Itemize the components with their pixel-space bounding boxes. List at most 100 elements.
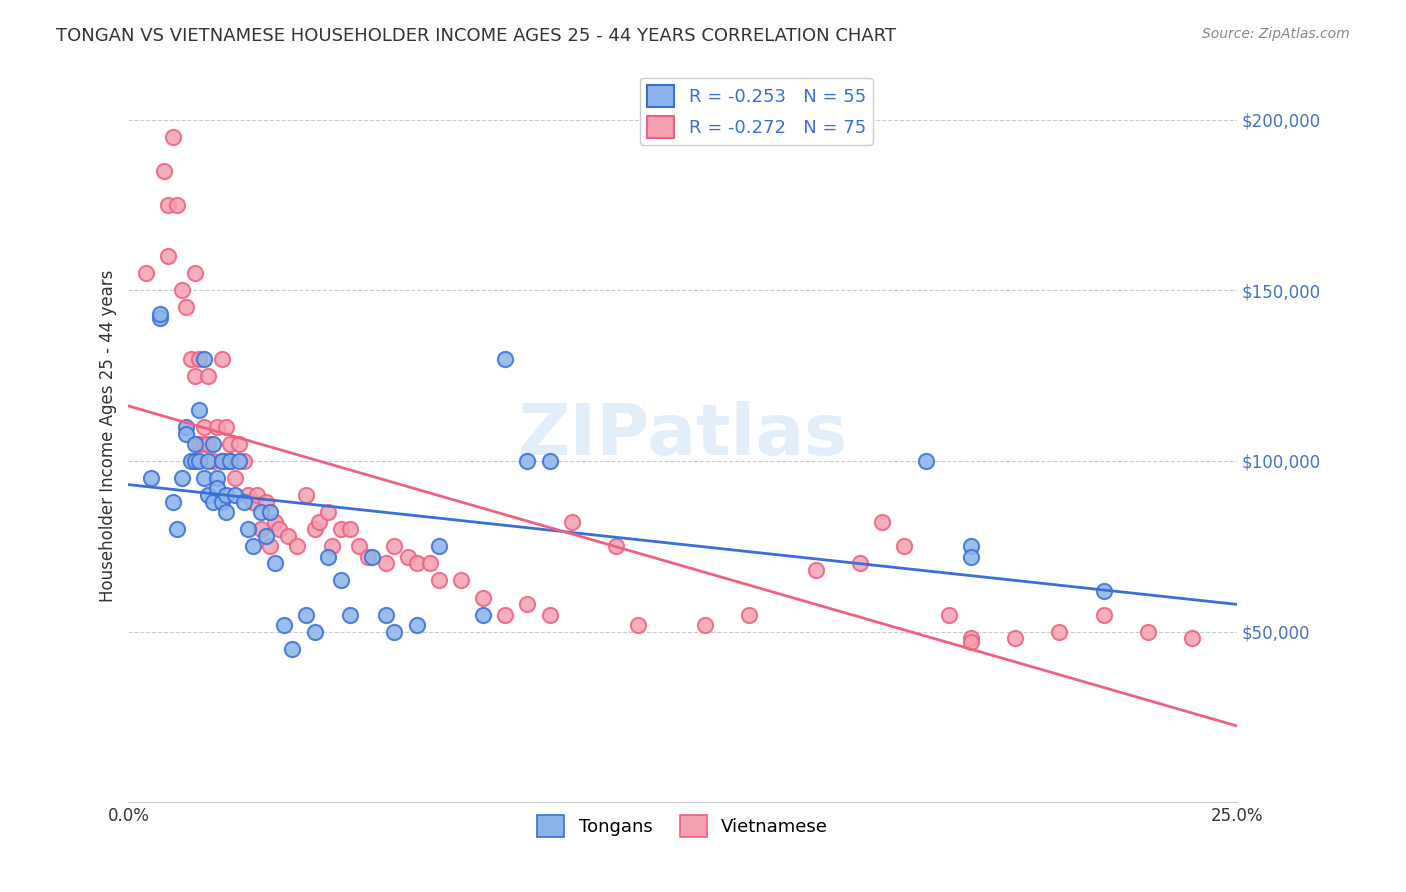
Point [893,539,915,553]
Point [215,454,238,468]
Point [188,437,211,451]
Point [384,539,406,553]
Point [959,635,981,649]
Point [384,624,406,639]
Point [211,454,233,468]
Point [339,522,361,536]
Point [419,557,441,571]
Point [849,557,872,571]
Point [188,351,211,366]
Point [238,488,260,502]
Point [254,529,277,543]
Point [450,574,472,588]
Point [224,471,246,485]
Point [1181,632,1204,646]
Point [166,198,188,212]
Point [180,454,202,468]
Point [538,607,561,622]
Point [1092,607,1115,622]
Point [269,522,291,536]
Text: TONGAN VS VIETNAMESE HOUSEHOLDER INCOME AGES 25 - 44 YEARS CORRELATION CHART: TONGAN VS VIETNAMESE HOUSEHOLDER INCOME … [56,27,897,45]
Point [347,539,370,553]
Point [162,495,184,509]
Point [959,539,981,553]
Point [174,301,197,315]
Point [870,516,893,530]
Point [166,522,188,536]
Point [193,351,215,366]
Point [339,607,361,622]
Point [938,607,960,622]
Point [188,454,211,468]
Point [259,539,281,553]
Point [427,574,450,588]
Point [259,505,281,519]
Point [357,549,380,564]
Point [184,437,207,451]
Point [361,549,384,564]
Point [232,495,254,509]
Point [561,516,583,530]
Point [135,266,157,280]
Point [224,488,246,502]
Point [197,368,219,383]
Point [294,488,316,502]
Point [211,495,233,509]
Point [959,632,981,646]
Point [374,557,396,571]
Point [193,471,215,485]
Point [184,454,207,468]
Point [211,454,233,468]
Point [174,420,197,434]
Point [263,516,285,530]
Point [188,402,211,417]
Point [494,607,516,622]
Point [472,607,495,622]
Point [228,437,250,451]
Y-axis label: Householder Income Ages 25 - 44 years: Householder Income Ages 25 - 44 years [100,269,117,601]
Point [374,607,396,622]
Point [304,624,326,639]
Point [139,471,162,485]
Point [321,539,343,553]
Point [153,164,176,178]
Point [285,539,308,553]
Point [170,284,193,298]
Point [201,454,224,468]
Point [250,505,273,519]
Point [184,266,207,280]
Point [219,437,242,451]
Point [330,574,353,588]
Point [405,557,427,571]
Point [197,454,219,468]
Point [516,597,538,611]
Point [193,420,215,434]
Point [254,495,277,509]
Point [184,368,207,383]
Point [238,522,260,536]
Point [316,549,339,564]
Point [148,307,170,321]
Point [516,454,538,468]
Point [174,426,197,441]
Point [330,522,353,536]
Point [959,549,981,564]
Point [242,539,264,553]
Point [197,488,219,502]
Point [219,454,242,468]
Point [197,437,219,451]
Text: ZIPatlas: ZIPatlas [517,401,848,470]
Point [472,591,495,605]
Point [201,437,224,451]
Point [205,471,228,485]
Point [316,505,339,519]
Legend: Tongans, Vietnamese: Tongans, Vietnamese [530,808,835,845]
Point [242,495,264,509]
Point [205,481,228,495]
Point [162,129,184,144]
Point [263,557,285,571]
Point [427,539,450,553]
Point [215,505,238,519]
Point [180,351,202,366]
Point [277,529,299,543]
